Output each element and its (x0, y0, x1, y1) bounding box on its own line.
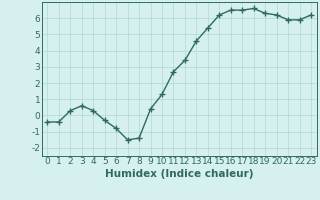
X-axis label: Humidex (Indice chaleur): Humidex (Indice chaleur) (105, 169, 253, 179)
